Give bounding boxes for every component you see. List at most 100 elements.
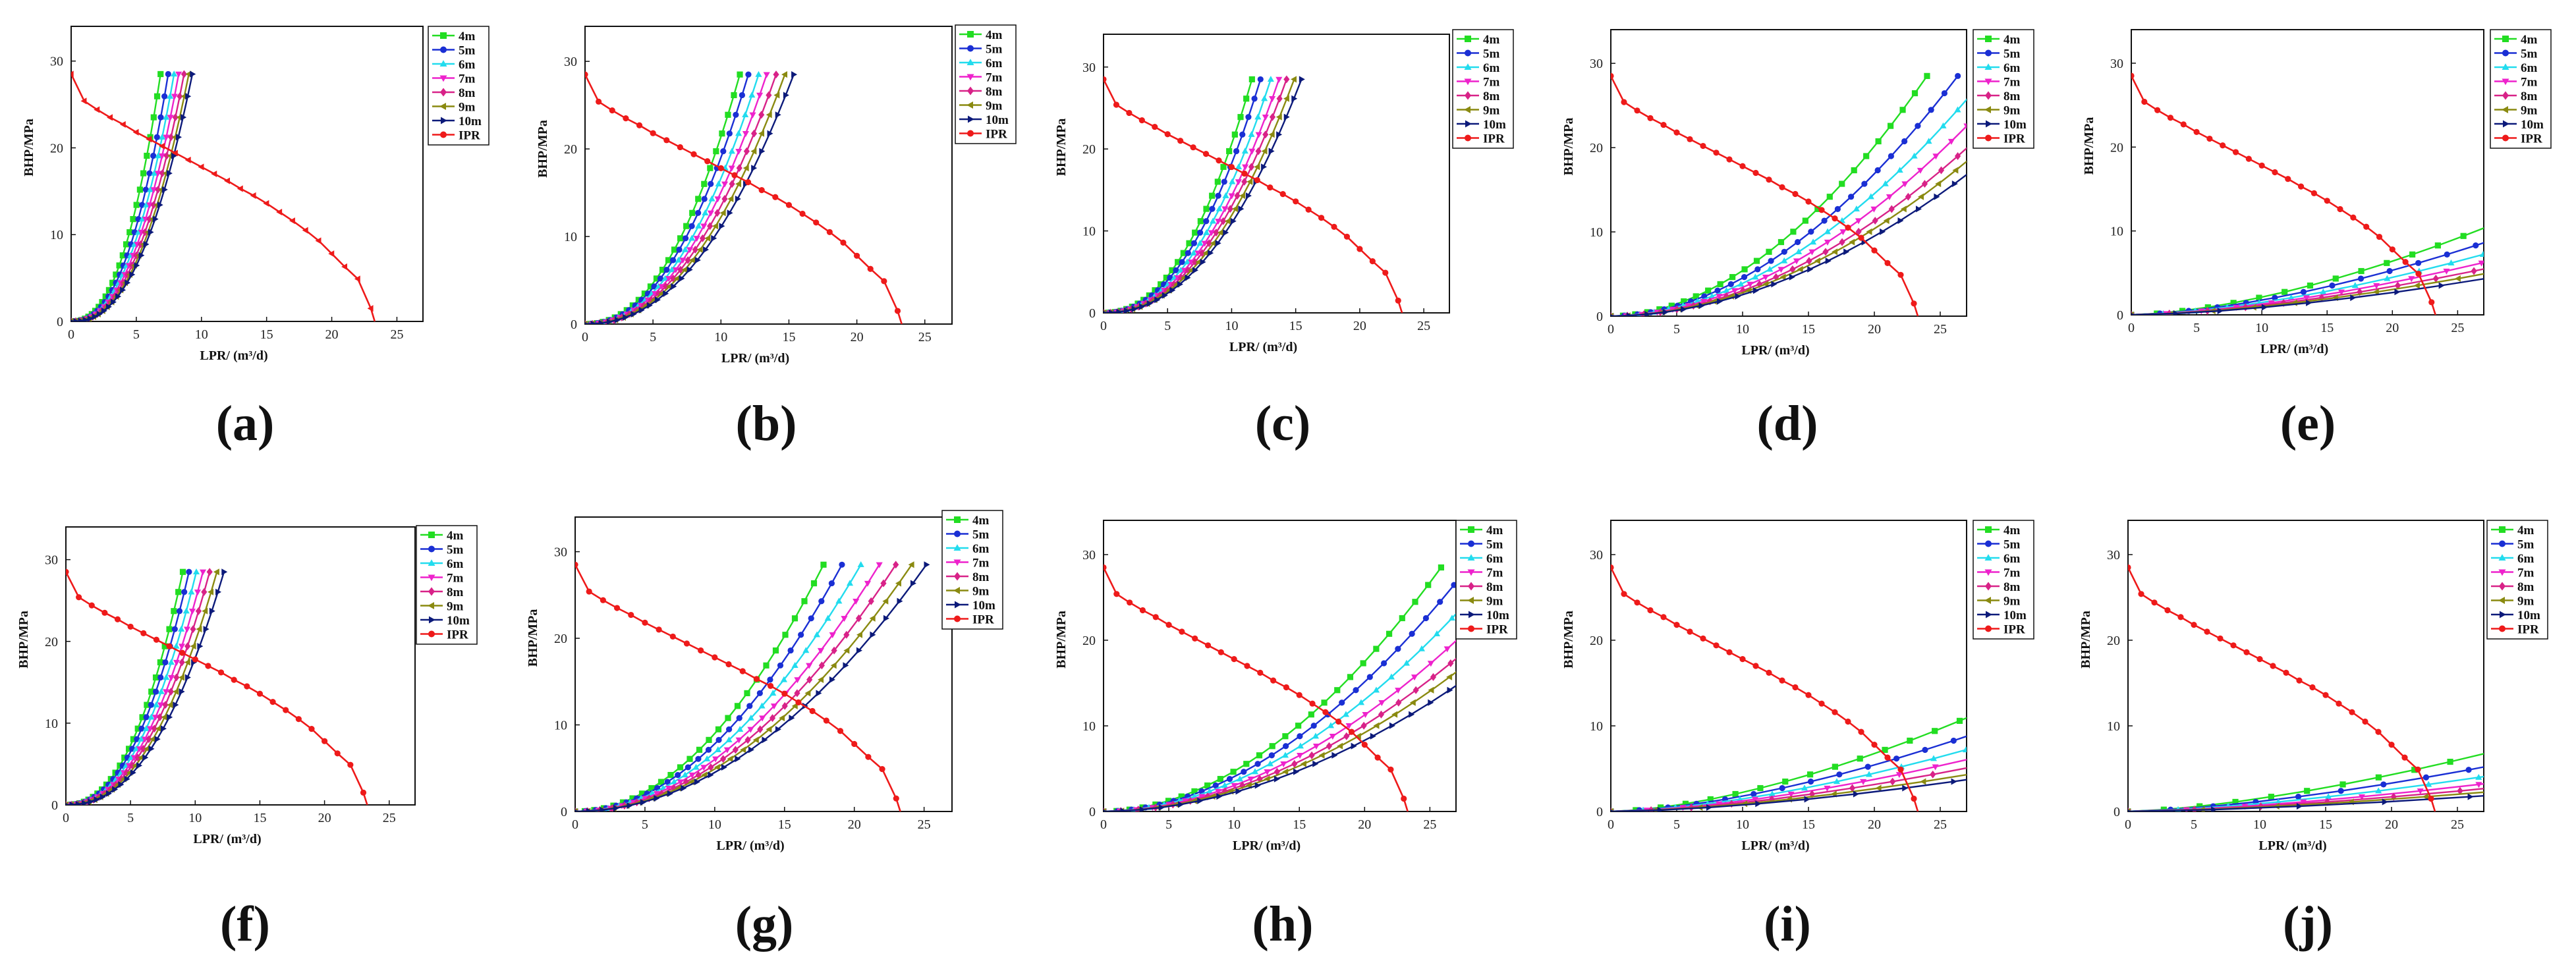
data-point — [1626, 312, 1633, 316]
ipr-point — [1138, 117, 1145, 124]
data-point — [159, 153, 166, 159]
ipr-point — [2177, 614, 2184, 620]
legend-marker — [1986, 611, 1992, 618]
data-point — [1262, 130, 1269, 139]
ipr-curve — [1611, 566, 1919, 811]
data-point — [1229, 178, 1236, 184]
data-point — [2422, 793, 2428, 800]
data-point — [2358, 267, 2365, 275]
legend-marker — [2502, 91, 2509, 100]
ipr-point — [596, 98, 602, 105]
data-point — [1283, 113, 1290, 121]
plot-area — [575, 561, 930, 811]
data-point — [1293, 768, 1300, 775]
ipr-point — [628, 611, 634, 618]
plot-area — [1104, 564, 1456, 811]
data-point — [2382, 798, 2388, 806]
ipr-point — [184, 156, 191, 163]
legend-marker — [954, 516, 961, 523]
data-point — [1915, 123, 1921, 129]
x-tick-label: 15 — [2320, 321, 2334, 335]
data-point — [1339, 700, 1345, 706]
data-point — [161, 186, 168, 193]
legend-marker — [1985, 526, 1992, 533]
ipr-point — [101, 609, 108, 616]
series-line-8m — [575, 564, 897, 811]
data-point — [672, 267, 679, 273]
data-point — [195, 607, 202, 615]
data-point — [1235, 179, 1242, 186]
ipr-point — [2256, 656, 2263, 663]
ipr-point — [1766, 669, 1772, 676]
legend-label: 4m — [2003, 33, 2021, 47]
y-tick-label: 10 — [1082, 225, 1096, 239]
ipr-point — [321, 738, 328, 744]
data-point — [737, 71, 743, 78]
data-point — [640, 799, 646, 806]
data-point — [813, 631, 821, 638]
y-tick-label: 30 — [45, 553, 58, 568]
data-point — [820, 561, 827, 568]
data-point — [1714, 287, 1721, 294]
data-point — [175, 589, 182, 595]
data-point — [185, 93, 192, 100]
data-point — [167, 688, 175, 696]
data-point — [171, 626, 178, 632]
data-point — [1954, 152, 1961, 160]
legend-marker — [1985, 540, 1992, 547]
ipr-point — [2415, 270, 2422, 277]
data-point — [673, 275, 680, 282]
data-point — [1886, 194, 1893, 200]
data-point — [1955, 72, 1961, 79]
x-tick-label: 20 — [1353, 319, 1366, 333]
ipr-point — [1104, 76, 1107, 83]
y-tick-label: 20 — [1082, 142, 1096, 157]
data-point — [1267, 76, 1274, 82]
data-point — [157, 688, 165, 694]
data-point — [1276, 131, 1283, 138]
data-point — [638, 306, 645, 314]
data-point — [181, 70, 187, 78]
x-axis-label: LPR/ (m³/d) — [1741, 838, 1809, 853]
data-point — [1275, 76, 1283, 83]
data-point — [148, 229, 154, 236]
data-point — [1261, 148, 1268, 155]
data-point — [783, 92, 789, 99]
data-point — [146, 735, 152, 744]
data-point — [714, 209, 721, 217]
data-point — [2394, 288, 2401, 296]
data-point — [2447, 758, 2453, 765]
data-point — [2287, 294, 2295, 300]
data-point — [857, 561, 864, 567]
data-point — [725, 111, 731, 118]
data-point — [735, 195, 741, 203]
legend-marker — [967, 86, 974, 96]
data-point — [151, 169, 158, 176]
ipr-point — [1127, 599, 1133, 606]
data-point — [178, 625, 185, 632]
data-point — [1201, 240, 1208, 247]
x-tick-label: 25 — [1417, 319, 1430, 333]
data-point — [1360, 660, 1366, 667]
data-point — [735, 755, 741, 763]
data-point — [190, 625, 196, 634]
legend-marker — [440, 88, 447, 97]
legend-marker — [1467, 569, 1475, 576]
data-point — [1177, 267, 1185, 273]
data-point — [1192, 229, 1198, 236]
data-point — [1896, 167, 1903, 173]
data-point — [1310, 723, 1317, 729]
data-point — [772, 647, 779, 654]
ipr-point — [636, 122, 643, 128]
data-point — [828, 580, 835, 587]
legend-label: 10m — [447, 614, 470, 628]
data-point — [1951, 180, 1958, 188]
legend-marker — [1465, 49, 1471, 57]
data-point — [732, 746, 739, 754]
data-point — [1930, 770, 1936, 779]
data-point — [127, 754, 135, 760]
legend-marker — [967, 31, 974, 38]
data-point — [1269, 113, 1276, 121]
legend-marker — [1986, 120, 1992, 128]
data-point — [829, 676, 835, 683]
